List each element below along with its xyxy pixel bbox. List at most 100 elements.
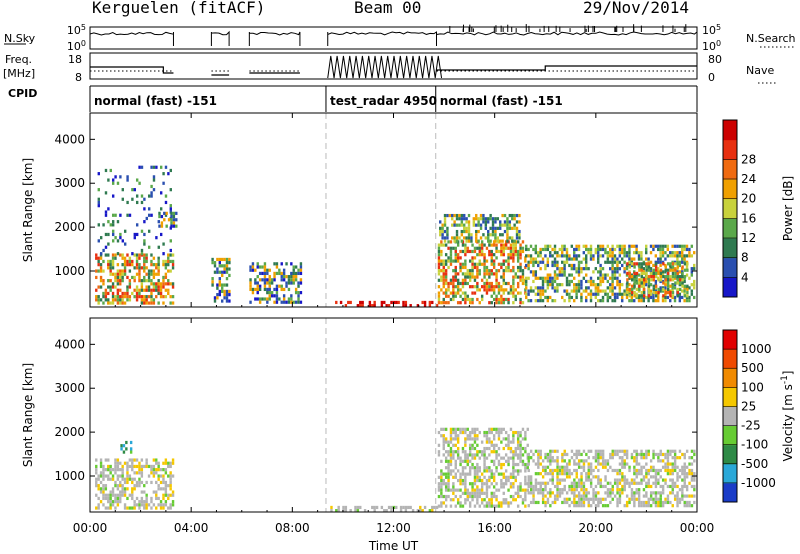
heatmap-cell [534,244,538,248]
heatmap-cell [126,275,129,280]
heatmap-cell [642,295,646,300]
heatmap-cell [500,440,503,444]
heatmap-cell [519,262,522,266]
heatmap-cell [628,481,631,485]
heatmap-cell [527,462,530,466]
heatmap-cell [601,276,605,280]
heatmap-cell [290,271,293,276]
heatmap-cell [597,456,600,460]
heatmap-cell [147,275,151,280]
heatmap-cell [123,266,127,270]
heatmap-cell [476,427,479,431]
heatmap-cell [109,263,112,267]
heatmap-cell [454,291,457,295]
heatmap-cell [514,272,517,276]
heatmap-cell [502,281,505,286]
colorbar-swatch [723,257,737,278]
heatmap-cell [97,188,100,192]
heatmap-cell [502,498,505,502]
heatmap-cell [659,475,662,479]
heatmap-cell [282,297,286,301]
heatmap-cell [266,278,269,282]
heatmap-cell [128,256,132,260]
heatmap-cell [504,430,508,435]
heatmap-cell [135,178,139,182]
heatmap-cell [480,278,484,282]
heatmap-cell [133,253,136,257]
heatmap-cell [443,217,447,221]
heatmap-cell [558,465,562,469]
heatmap-cell [119,288,122,292]
heatmap-cell [613,468,617,473]
heatmap-cell [582,504,586,508]
heatmap-cell [666,281,670,285]
heatmap-cell [99,480,103,485]
heatmap-cell [515,213,519,218]
heatmap-cell [114,506,117,510]
heatmap-cell [483,269,486,273]
heatmap-cell [541,257,545,261]
heatmap-cell [150,253,153,257]
heatmap-cell [573,491,576,495]
heatmap-cell [573,500,576,505]
heatmap-cell [446,233,449,237]
heatmap-cell [647,497,650,501]
heatmap-cell [468,453,472,457]
heatmap-cell [461,446,465,451]
heatmap-cell [488,501,491,505]
heatmap-cell [507,456,510,460]
heatmap-cell [688,254,691,258]
heatmap-cell [650,271,653,276]
heatmap-cell [476,281,479,286]
heatmap-cell [116,458,120,462]
heatmap-cell [485,291,489,295]
heatmap-cell [509,501,513,505]
heatmap-cell [258,265,262,269]
heatmap-cell [138,295,141,299]
heatmap-cell [496,239,500,243]
heatmap-cell [604,292,607,296]
heatmap-cell [563,270,566,274]
heatmap-cell [449,430,453,435]
heatmap-cell [685,295,689,300]
heatmap-cell [404,509,408,513]
heatmap-cell [502,246,505,250]
heatmap-cell [128,263,132,267]
heatmap-cell [440,469,443,473]
heatmap-cell [611,292,614,296]
heatmap-cell [625,267,629,271]
heatmap-cell [642,475,646,479]
heatmap-cell [145,253,148,257]
heatmap-cell [121,197,124,201]
heatmap-cell [294,291,298,295]
heatmap-cell [633,497,636,501]
heatmap-cell [299,291,303,295]
heatmap-cell [476,498,479,502]
heatmap-cell [492,265,496,270]
heatmap-cell [616,472,619,476]
heatmap-cell [501,239,504,243]
heatmap-cell [453,236,456,240]
heatmap-cell [443,223,447,227]
heatmap-cell [506,233,509,237]
heatmap-cell [452,294,455,298]
heatmap-cell [171,285,175,289]
heatmap-cell [662,294,665,298]
heatmap-cell [685,494,689,498]
heatmap-cell [223,264,226,268]
heatmap-cell [119,474,122,478]
heatmap-cell [159,503,163,507]
heatmap-cell [599,449,602,453]
heatmap-cell [512,288,515,292]
heatmap-cell [507,291,510,295]
heatmap-cell [476,434,479,438]
heatmap-cell [686,287,689,292]
heatmap-cell [471,256,474,260]
heatmap-cell [488,453,491,457]
heatmap-cell [521,446,525,451]
heatmap-cell [577,462,581,466]
heatmap-cell [268,275,271,279]
y-tick-label: 1000 [54,264,85,278]
heatmap-cell [657,271,660,276]
heatmap-cell [479,217,483,221]
